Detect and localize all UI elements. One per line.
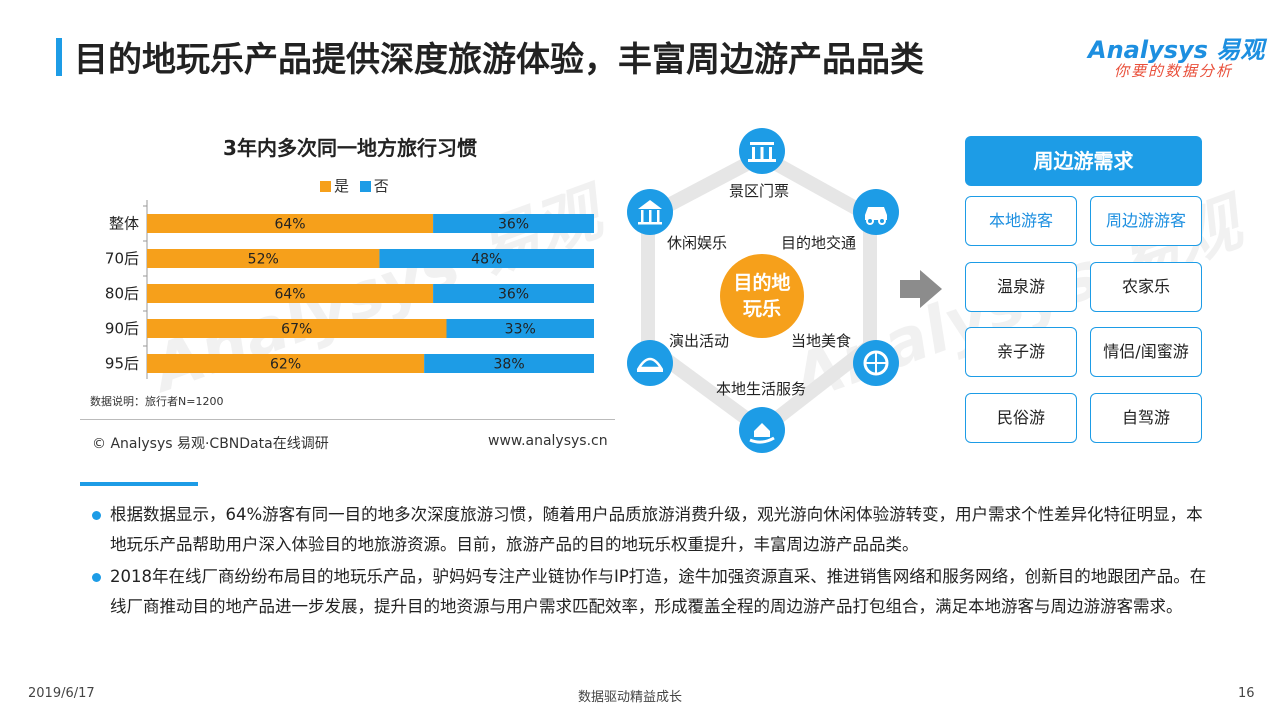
bar-yes bbox=[147, 319, 447, 338]
bullet-dot-icon bbox=[92, 511, 101, 520]
demand-item: 民俗游 bbox=[965, 393, 1077, 443]
demand-item: 农家乐 bbox=[1090, 262, 1202, 312]
bullet-dot-icon bbox=[92, 573, 101, 582]
demand-item: 情侣/闺蜜游 bbox=[1090, 327, 1202, 377]
bar-yes bbox=[147, 354, 425, 373]
node-label-leisure: 休闲娱乐 bbox=[667, 234, 728, 252]
category-label: 70后 bbox=[105, 250, 139, 268]
demand-item: 周边游游客 bbox=[1090, 196, 1202, 246]
ticket-gate-icon bbox=[739, 128, 785, 174]
chart-legend: 是 否 bbox=[320, 175, 395, 196]
diagram-center: 目的地玩乐 bbox=[720, 254, 804, 338]
legend-label-yes: 是 bbox=[334, 177, 350, 195]
arrow-right-icon bbox=[900, 280, 920, 298]
bar-no bbox=[433, 284, 594, 303]
category-label: 整体 bbox=[109, 215, 139, 233]
page-title: 目的地玩乐产品提供深度旅游体验，丰富周边游产品品类 bbox=[74, 40, 924, 80]
bar-no bbox=[379, 249, 594, 268]
logo-sub-text: 你要的数据分析 bbox=[1114, 62, 1234, 80]
bar-yes bbox=[147, 284, 434, 303]
footer-page-number: 16 bbox=[1238, 686, 1255, 701]
node-label-ticket: 景区门票 bbox=[729, 182, 790, 200]
section-separator bbox=[80, 482, 198, 486]
category-label: 80后 bbox=[105, 285, 139, 303]
legend-swatch-yes bbox=[320, 181, 331, 192]
carousel-icon bbox=[627, 189, 673, 235]
analysys-logo: Analysys 易观 你要的数据分析 bbox=[1088, 30, 1264, 84]
chart-copyright: © Analysys 易观·CBNData在线调研 bbox=[92, 436, 329, 452]
legend-label-no: 否 bbox=[373, 177, 389, 195]
node-label-transport: 目的地交通 bbox=[781, 234, 857, 252]
demand-title: 周边游需求 bbox=[965, 136, 1202, 186]
bar-no bbox=[424, 354, 594, 373]
bar-data-label: 33% bbox=[505, 322, 536, 338]
node-label-food: 当地美食 bbox=[791, 332, 852, 350]
bar-yes bbox=[147, 214, 434, 233]
bar-data-label: 38% bbox=[494, 357, 525, 373]
bar-data-label: 62% bbox=[270, 357, 301, 373]
category-label: 90后 bbox=[105, 320, 139, 338]
bar-data-label: 67% bbox=[281, 322, 312, 338]
bar-no bbox=[433, 214, 594, 233]
bar-data-label: 52% bbox=[248, 252, 279, 268]
logo-main-text: Analysys 易观 bbox=[1088, 36, 1265, 64]
bullet-item: 根据数据显示，64%游客有同一目的地多次深度旅游习惯，随着用户品质旅游消费升级，… bbox=[92, 500, 1207, 560]
bar-data-label: 64% bbox=[274, 287, 305, 303]
chart-divider bbox=[80, 419, 615, 420]
footer-date: 2019/6/17 bbox=[28, 686, 95, 701]
legend-item-no: 否 bbox=[359, 177, 389, 195]
bar-data-label: 64% bbox=[274, 217, 305, 233]
chart-note: 数据说明：旅行者N=1200 bbox=[90, 395, 224, 408]
car-icon bbox=[853, 189, 899, 235]
chart-site: www.analysys.cn bbox=[488, 433, 608, 449]
diagram-center-label: 目的地玩乐 bbox=[733, 272, 791, 320]
legend-swatch-no bbox=[359, 181, 371, 192]
arrow-right-head bbox=[920, 270, 942, 308]
category-label: 95后 bbox=[105, 355, 139, 373]
demand-item: 本地游客 bbox=[965, 196, 1077, 246]
bullet-text: 2018年在线厂商纷纷布局目的地玩乐产品，驴妈妈专注产业链协作与IP打造，途牛加… bbox=[110, 567, 1207, 616]
chart-title: 3年内多次同一地方旅行习惯 bbox=[223, 136, 477, 160]
node-label-local-service: 本地生活服务 bbox=[716, 380, 807, 398]
node-label-show: 演出活动 bbox=[669, 332, 730, 350]
bar-yes bbox=[147, 249, 380, 268]
bar-data-label: 48% bbox=[471, 252, 502, 268]
bar-data-label: 36% bbox=[498, 287, 529, 303]
demand-item: 亲子游 bbox=[965, 327, 1077, 377]
title-accent-bar bbox=[56, 38, 62, 76]
bullet-text: 根据数据显示，64%游客有同一目的地多次深度旅游习惯，随着用户品质旅游消费升级，… bbox=[110, 505, 1203, 554]
pizza-icon bbox=[853, 340, 899, 386]
demand-item: 温泉游 bbox=[965, 262, 1077, 312]
stage-icon bbox=[627, 340, 673, 386]
legend-item-yes: 是 bbox=[320, 177, 349, 195]
bar-no bbox=[446, 319, 594, 338]
stacked-bar-chart: 整体 64% 36% 70后 52% 48% 80后 64% 36% 90后 67% 33% 95后 62… bbox=[105, 200, 594, 379]
footer-slogan: 数据驱动精益成长 bbox=[578, 690, 683, 705]
bullet-item: 2018年在线厂商纷纷布局目的地玩乐产品，驴妈妈专注产业链协作与IP打造，途牛加… bbox=[92, 562, 1207, 622]
hand-house-icon bbox=[739, 407, 785, 453]
bar-data-label: 36% bbox=[498, 217, 529, 233]
demand-item: 自驾游 bbox=[1090, 393, 1202, 443]
